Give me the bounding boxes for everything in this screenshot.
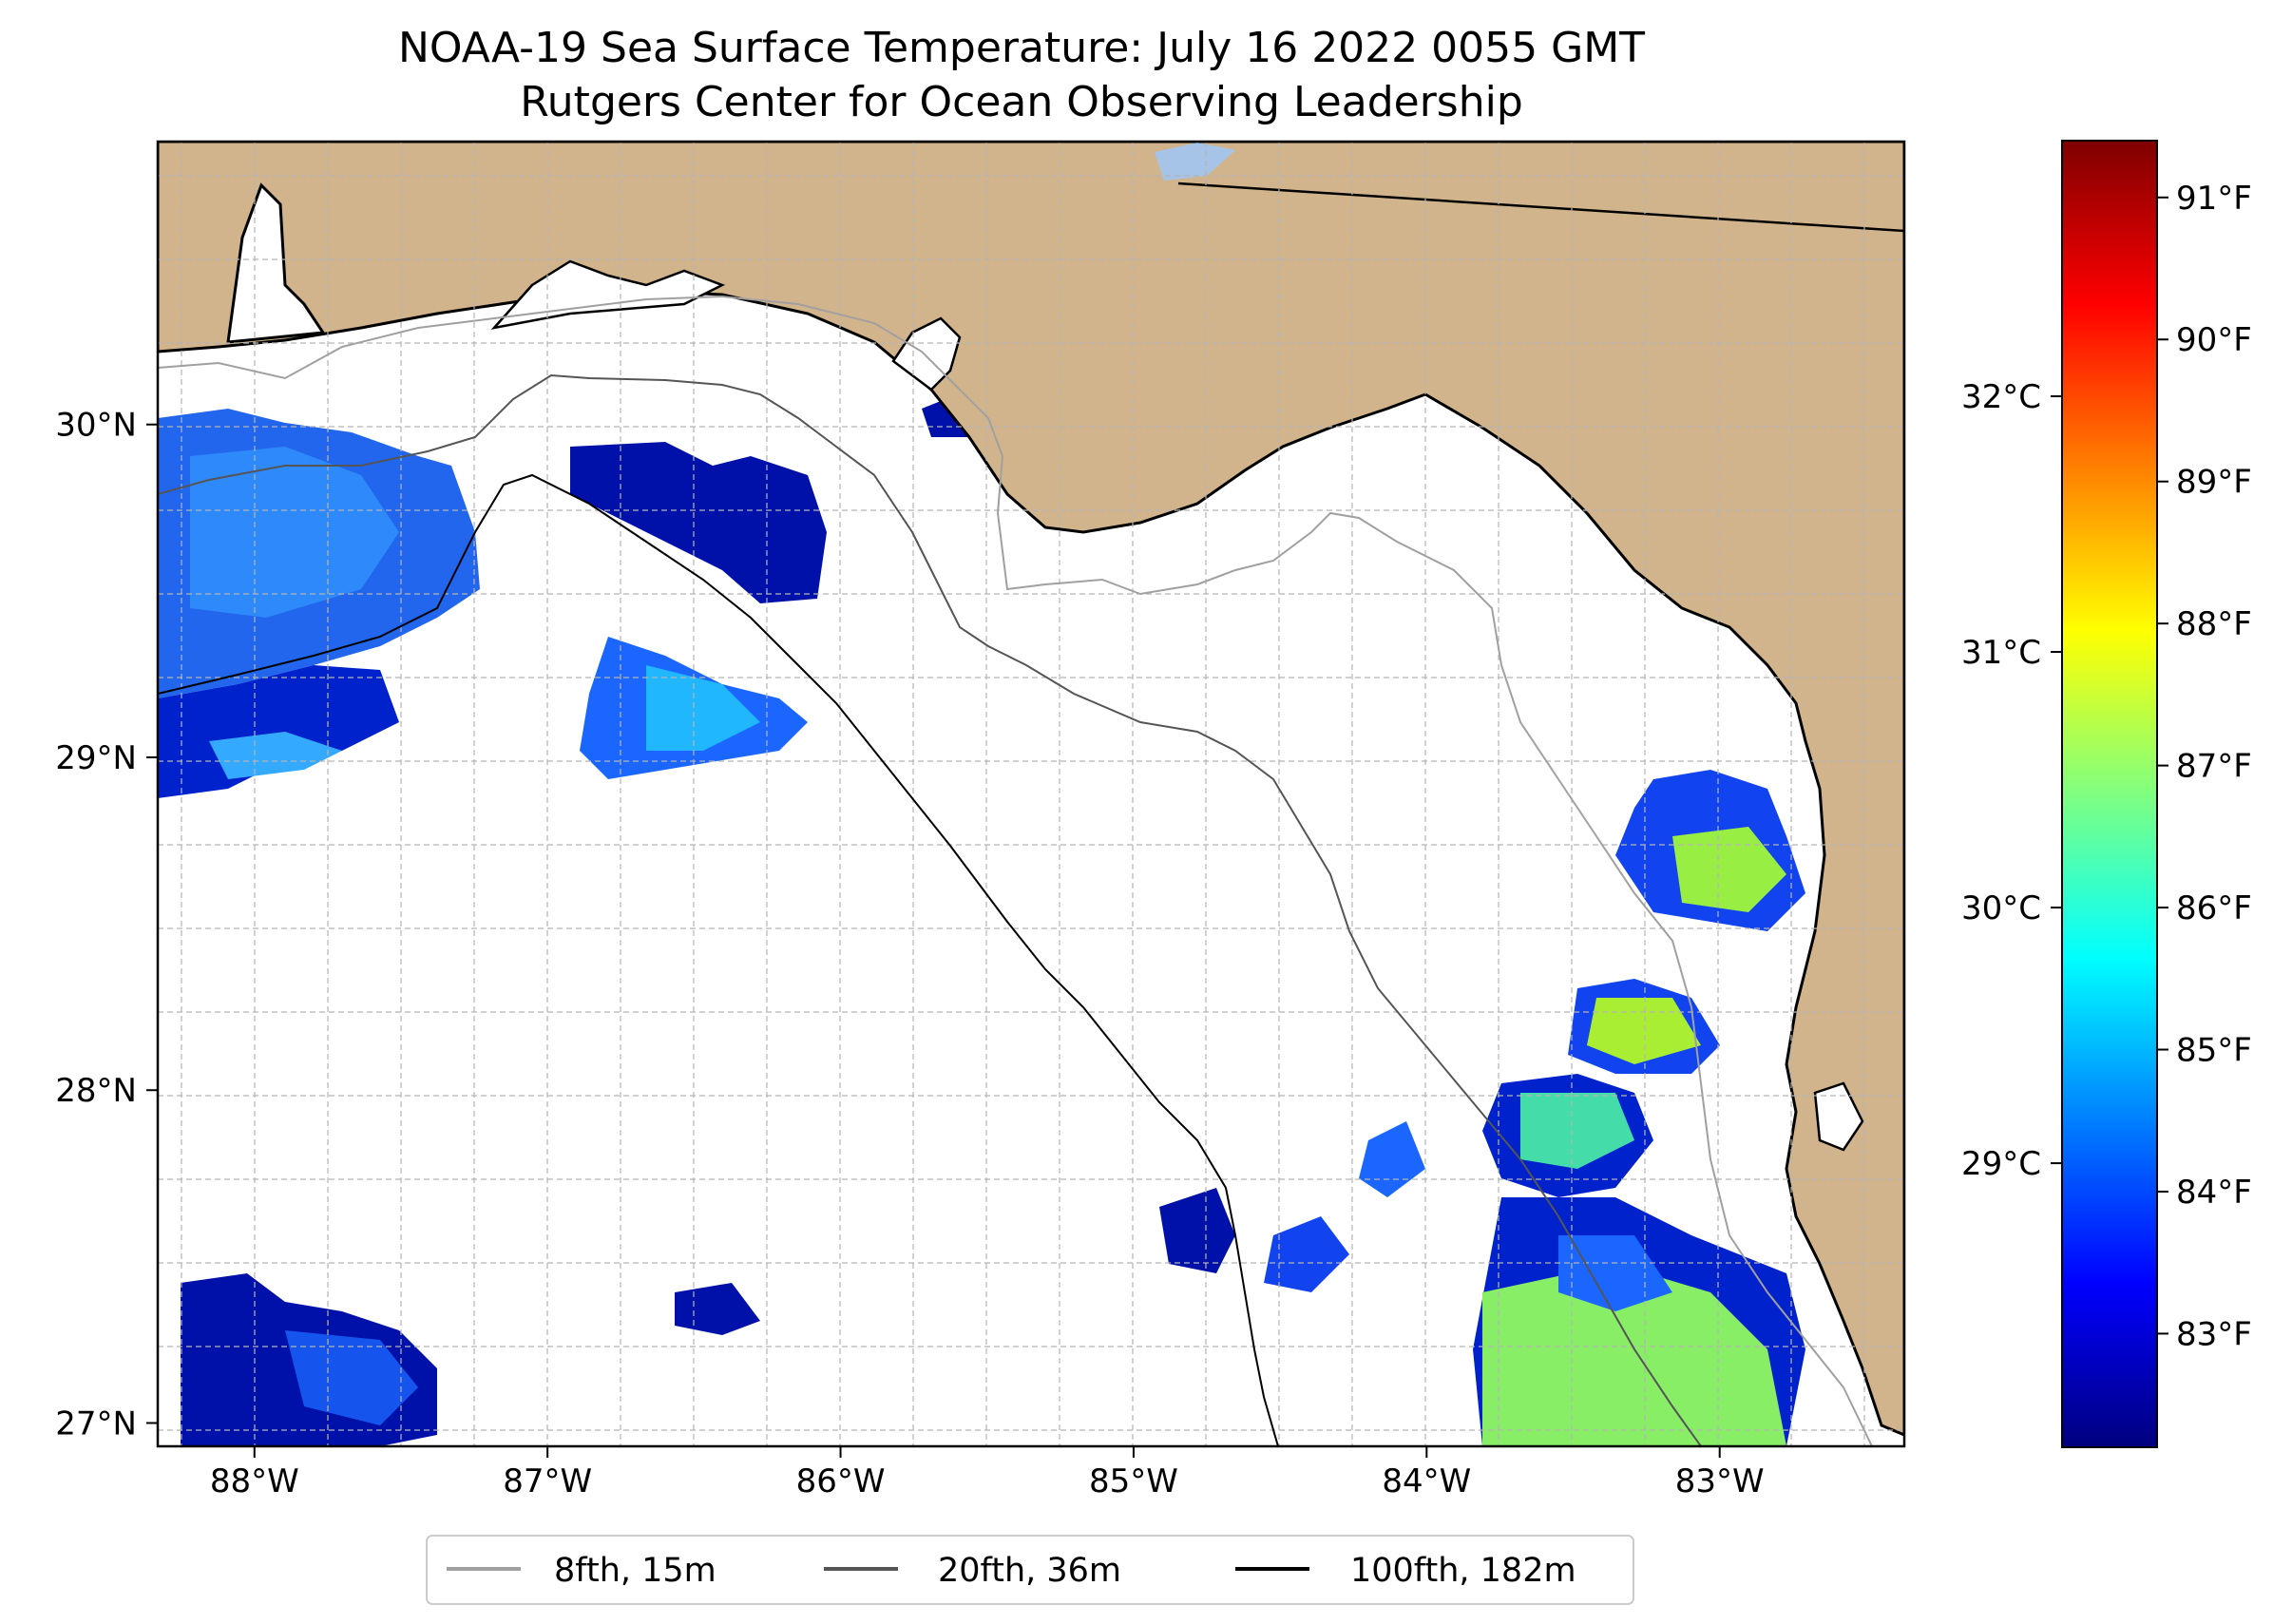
lat-tick-label: 28°N <box>55 1072 137 1110</box>
lon-tick-label: 86°W <box>796 1462 886 1500</box>
colorbar-f-tick-label: 89°F <box>2176 464 2252 502</box>
colorbar-fahrenheit-axis: 83°F 84°F 85°F 86°F 87°F 88°F 89°F 90°F 91°F <box>2157 180 2252 1353</box>
sst-patch-small-3 <box>675 1283 760 1335</box>
sst-patch-central-mid-warm <box>646 665 760 751</box>
lat-tick-label: 30°N <box>55 407 137 445</box>
sst-patch-western-south-warm <box>209 732 342 779</box>
mobile-bay <box>226 182 326 344</box>
lon-tick-label: 84°W <box>1382 1462 1471 1500</box>
figure-title-line2: Rutgers Center for Ocean Observing Leade… <box>520 78 1523 126</box>
map-frame <box>156 140 1906 1448</box>
sst-patch-small-4 <box>1359 1121 1425 1197</box>
sst-data-layer <box>158 390 1805 1446</box>
sst-patch-small-2 <box>1264 1216 1349 1292</box>
legend-box <box>426 1535 1634 1605</box>
latitude-axis: 27°N 28°N 29°N 30°N <box>55 407 158 1442</box>
contour-20fth <box>158 373 1702 1446</box>
state-border <box>1177 182 1904 233</box>
colorbar-c-tick-label: 29°C <box>1961 1145 2041 1183</box>
colorbar-f-tick-label: 84°F <box>2176 1174 2252 1212</box>
map-area <box>158 142 1904 1446</box>
contour-100fth <box>158 473 1279 1446</box>
colorbar-f-tick-label: 85°F <box>2176 1032 2252 1070</box>
colorbar-f-tick-label: 91°F <box>2176 180 2252 218</box>
lake <box>1155 143 1235 181</box>
lon-tick-label: 88°W <box>210 1462 299 1500</box>
colorbar <box>2061 140 2158 1448</box>
legend-label-8fth: 8fth, 15m <box>554 1552 716 1590</box>
sst-patch-east-north-warm <box>1672 827 1786 912</box>
lon-tick-label: 85°W <box>1089 1462 1178 1500</box>
lon-tick-label: 87°W <box>503 1462 592 1500</box>
sst-patch-southwest-warm <box>285 1330 418 1425</box>
colorbar-f-tick-label: 87°F <box>2176 748 2252 786</box>
legend: 8fth, 15m 20fth, 36m 100fth, 182m <box>426 1535 1634 1605</box>
colorbar-f-tick-label: 83°F <box>2176 1315 2252 1353</box>
colorbar-c-tick-label: 30°C <box>1961 889 2041 927</box>
colorbar-c-tick-label: 31°C <box>1961 634 2041 672</box>
lat-tick-label: 27°N <box>55 1404 137 1442</box>
sst-patch-western-core <box>190 447 399 618</box>
legend-label-20fth: 20fth, 36m <box>938 1552 1121 1590</box>
contour-8fth <box>158 295 1873 1446</box>
sst-patch-east-south-warm <box>1520 1093 1634 1169</box>
sst-patch-southeast-core <box>1558 1235 1672 1311</box>
sst-patch-western-south <box>158 665 399 798</box>
sst-patch-small-1 <box>1159 1188 1235 1273</box>
colorbar-f-tick-label: 90°F <box>2176 321 2252 359</box>
tampa-bay <box>1813 1081 1864 1152</box>
longitude-axis: 88°W 87°W 86°W 85°W 84°W 83°W <box>210 1446 1765 1500</box>
sst-patch-central-north <box>570 442 827 603</box>
colorbar-celsius-axis: 29°C 30°C 31°C 32°C <box>1961 378 2062 1183</box>
colorbar-f-tick-label: 86°F <box>2176 889 2252 927</box>
lon-tick-label: 83°W <box>1675 1462 1765 1500</box>
colorbar-c-tick-label: 32°C <box>1961 378 2041 416</box>
gridlines <box>158 142 1904 1446</box>
sst-patch-east-mid-warm <box>1587 998 1701 1064</box>
legend-label-100fth: 100fth, 182m <box>1350 1552 1576 1590</box>
lat-tick-label: 29°N <box>55 739 137 777</box>
colorbar-f-tick-label: 88°F <box>2176 605 2252 643</box>
sst-patch-southeast-warm <box>1482 1264 1786 1446</box>
figure-title-line1: NOAA-19 Sea Surface Temperature: July 16… <box>398 24 1645 72</box>
